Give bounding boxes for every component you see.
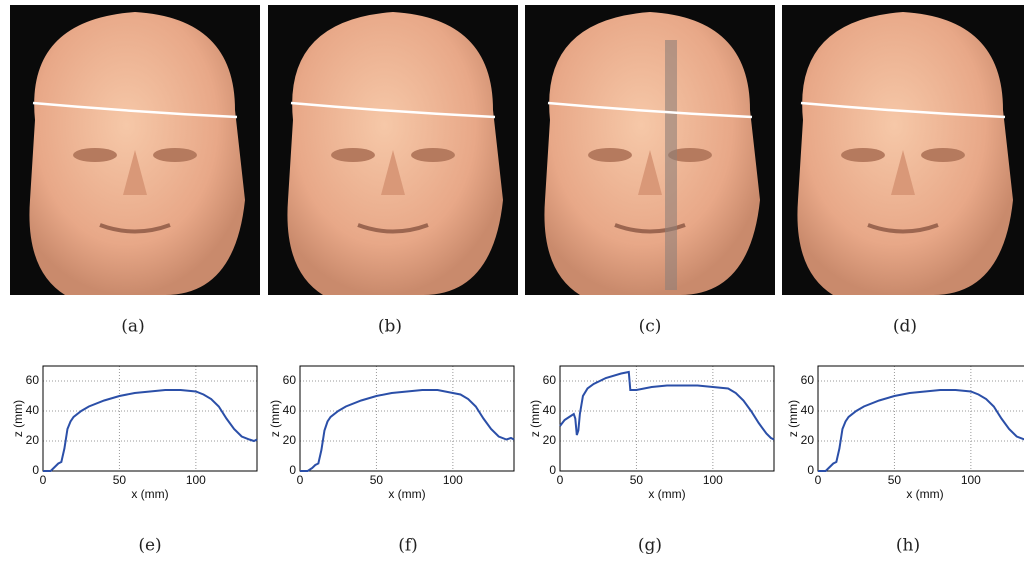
face-render <box>268 5 518 295</box>
x-tick-label: 0 <box>40 473 47 487</box>
y-tick-label: 40 <box>543 403 557 417</box>
data-line <box>300 390 514 471</box>
y-axis-label: z (mm) <box>11 400 25 437</box>
y-tick-label: 40 <box>26 403 40 417</box>
eye <box>153 148 197 162</box>
caption: (d) <box>893 317 917 337</box>
y-tick-label: 0 <box>807 463 814 477</box>
y-axis-label: z (mm) <box>268 400 282 437</box>
x-tick-label: 50 <box>370 473 384 487</box>
x-axis-label: x (mm) <box>388 487 425 501</box>
eye <box>73 148 117 162</box>
face-render <box>10 5 260 295</box>
face-silhouette <box>29 12 245 295</box>
y-tick-label: 0 <box>289 463 296 477</box>
caption: (e) <box>138 536 161 556</box>
eye <box>331 148 375 162</box>
plot-frame <box>818 366 1024 471</box>
x-tick-label: 50 <box>113 473 127 487</box>
eye <box>588 148 632 162</box>
y-axis-label: z (mm) <box>528 400 542 437</box>
figure: (a) (b) (c) (d) (e) (f) (g) (h) 0 20 40 60 0 50 100 x (… <box>0 0 1024 563</box>
caption: (f) <box>398 536 418 556</box>
plot-frame <box>560 366 774 471</box>
y-tick-label: 40 <box>283 403 297 417</box>
x-axis-label: x (mm) <box>906 487 943 501</box>
x-tick-label: 50 <box>888 473 902 487</box>
y-tick-label: 20 <box>26 433 40 447</box>
artifact-band <box>665 40 677 290</box>
x-tick-label: 0 <box>297 473 304 487</box>
x-tick-label: 0 <box>557 473 564 487</box>
y-tick-label: 60 <box>543 373 557 387</box>
face-silhouette <box>544 12 760 295</box>
y-tick-label: 20 <box>283 433 297 447</box>
line-chart: 0 20 40 60 0 50 100 x (mm) z (mm) <box>268 366 514 501</box>
y-tick-label: 0 <box>32 463 39 477</box>
line-chart: 0 20 40 60 0 50 100 x (mm) z (mm) <box>528 366 774 501</box>
x-tick-label: 100 <box>961 473 981 487</box>
line-chart: 0 20 40 60 0 50 100 x (mm) z (mm) <box>786 366 1024 501</box>
plot-frame <box>300 366 514 471</box>
x-tick-label: 0 <box>815 473 822 487</box>
plot-frame <box>43 366 257 471</box>
y-tick-label: 0 <box>549 463 556 477</box>
data-line <box>818 390 1024 471</box>
x-tick-label: 100 <box>186 473 206 487</box>
caption: (h) <box>896 536 920 556</box>
caption: (a) <box>121 317 144 337</box>
y-tick-label: 60 <box>26 373 40 387</box>
data-line <box>43 390 257 471</box>
line-chart: 0 20 40 60 0 50 100 x (mm) z (mm) <box>11 366 257 501</box>
face-render <box>525 5 775 295</box>
x-axis-label: x (mm) <box>648 487 685 501</box>
data-line <box>560 372 774 440</box>
eye <box>411 148 455 162</box>
x-tick-label: 100 <box>443 473 463 487</box>
y-tick-label: 60 <box>283 373 297 387</box>
x-axis-label: x (mm) <box>131 487 168 501</box>
y-tick-label: 40 <box>801 403 815 417</box>
eye <box>841 148 885 162</box>
y-axis-label: z (mm) <box>786 400 800 437</box>
x-tick-label: 100 <box>703 473 723 487</box>
face-silhouette <box>797 12 1013 295</box>
y-tick-label: 60 <box>801 373 815 387</box>
y-tick-label: 20 <box>543 433 557 447</box>
face-render <box>782 5 1024 295</box>
x-tick-label: 50 <box>630 473 644 487</box>
y-tick-label: 20 <box>801 433 815 447</box>
caption: (g) <box>638 536 662 556</box>
caption: (c) <box>639 317 662 337</box>
caption: (b) <box>378 317 402 337</box>
face-silhouette <box>287 12 503 295</box>
eye <box>921 148 965 162</box>
